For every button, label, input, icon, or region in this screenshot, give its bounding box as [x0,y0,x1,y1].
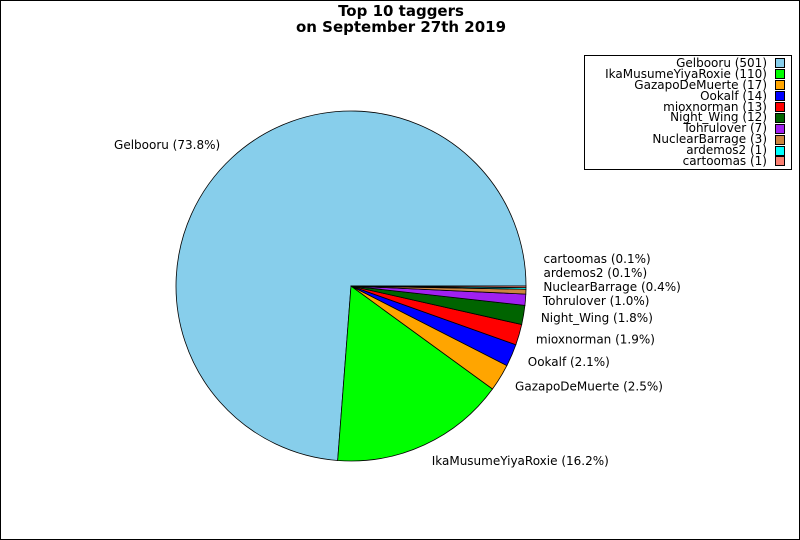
slice-label: IkaMusumeYiyaRoxie (16.2%) [432,454,609,468]
subtitle-line: on September 27th 2019 [295,18,507,36]
legend-label: NuclearBarrage (3) [652,132,767,147]
legend-swatch [775,134,785,145]
legend: Gelbooru (501) IkaMusumeYiyaRoxie (110) Ga… [584,55,792,170]
legend-label: Ookalf (14) [700,88,767,103]
legend-swatch [775,123,785,134]
legend-label: cartoomas (1) [682,153,767,168]
legend-entry: GazapoDeMuerte (17) [585,77,791,92]
legend-entry: IkaMusumeYiyaRoxie (110) [585,66,791,81]
legend-swatch [775,102,785,112]
legend-swatch [775,58,785,69]
legend-swatch [775,80,785,91]
slice-label: NuclearBarrage (0.4%) [543,280,680,294]
slice-label: Tohrulover (1.0%) [542,294,650,308]
legend-swatch [775,91,785,102]
legend-label: Tohrulover (7) [683,121,767,136]
slice-label: mioxnorman (1.9%) [536,333,655,347]
legend-entry: mioxnorman (13) [585,99,791,114]
slice-label: GazapoDeMuerte (2.5%) [515,380,663,394]
legend-entry: Tohrulover (7) [585,121,791,136]
pie-slice-ikamusumeyiyaroxie [337,285,494,462]
legend-label: mioxnorman (13) [663,99,767,114]
legend-swatch [775,112,785,123]
pie-slice-cartoomas [350,285,527,289]
legend-label: ardemos2 (1) [686,143,767,158]
title-line: Top 10 taggers [338,2,464,20]
legend-entry: Gelbooru (501) [585,55,791,70]
legend-entry: cartoomas (1) [585,153,791,168]
legend-label: GazapoDeMuerte (17) [634,77,767,92]
legend-entry: Night_Wing (12) [585,110,791,125]
legend-entry: ardemos2 (1) [585,143,791,158]
slice-label: Ookalf (2.1%) [528,355,610,369]
slice-label: Gelbooru (73.8%) [114,138,220,152]
legend-swatch [775,145,785,156]
slice-label: ardemos2 (0.1%) [543,266,647,280]
legend-label: IkaMusumeYiyaRoxie (110) [605,66,767,81]
slice-label: Night_Wing (1.8%) [541,311,653,325]
legend-label: Gelbooru (501) [676,55,767,70]
slice-label: cartoomas (0.1%) [543,252,650,266]
legend-swatch [775,69,785,80]
legend-swatch [775,156,785,167]
legend-label: Night_Wing (12) [670,110,767,125]
chart-title: Top 10 taggers on September 27th 2019 [1,2,799,36]
legend-entry: NuclearBarrage (3) [585,132,791,147]
legend-entry: Ookalf (14) [585,88,791,103]
